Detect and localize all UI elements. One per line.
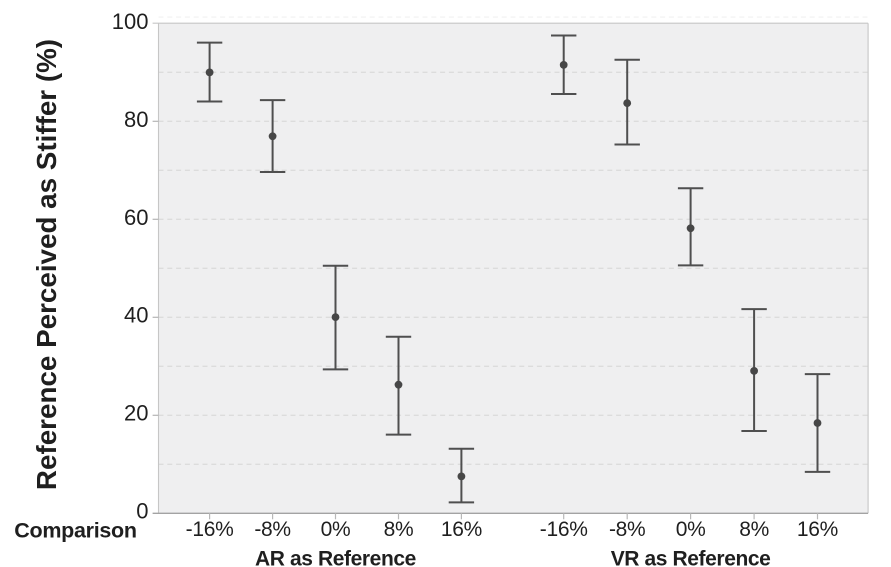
svg-text:100: 100 xyxy=(112,9,149,34)
svg-text:8%: 8% xyxy=(384,518,414,541)
svg-text:0%: 0% xyxy=(321,518,351,541)
svg-text:16%: 16% xyxy=(441,518,482,541)
svg-text:40: 40 xyxy=(124,303,148,328)
svg-text:AR as Reference: AR as Reference xyxy=(255,547,416,567)
svg-text:-16%: -16% xyxy=(540,518,588,541)
svg-text:60: 60 xyxy=(124,205,148,230)
svg-text:20: 20 xyxy=(124,401,148,426)
svg-text:0: 0 xyxy=(136,499,148,524)
svg-text:16%: 16% xyxy=(797,518,838,541)
svg-text:8%: 8% xyxy=(739,518,769,541)
svg-text:VR as Reference: VR as Reference xyxy=(611,547,771,567)
svg-text:Comparison: Comparison xyxy=(14,519,136,543)
svg-text:80: 80 xyxy=(124,107,148,132)
svg-text:0%: 0% xyxy=(676,518,706,541)
svg-text:-16%: -16% xyxy=(186,518,234,541)
svg-text:Reference Perceived as Stiffer: Reference Perceived as Stiffer (%) xyxy=(31,39,62,490)
svg-text:-8%: -8% xyxy=(254,518,290,541)
svg-text:-8%: -8% xyxy=(609,518,645,541)
